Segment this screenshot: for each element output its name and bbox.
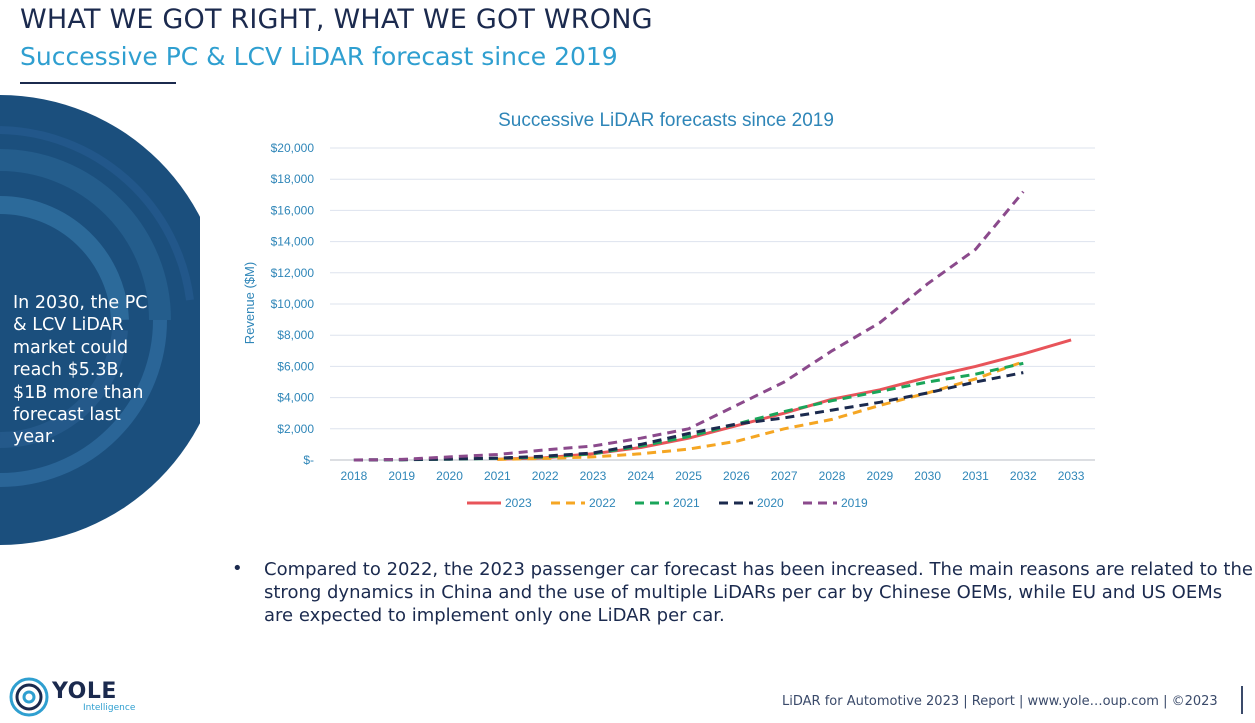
x-tick-label: 2018 xyxy=(341,469,368,483)
page-subtitle: Successive PC & LCV LiDAR forecast since… xyxy=(20,42,618,71)
x-tick-label: 2029 xyxy=(866,469,893,483)
x-tick-label: 2020 xyxy=(436,469,463,483)
x-tick-label: 2023 xyxy=(580,469,607,483)
x-tick-label: 2033 xyxy=(1058,469,1085,483)
x-tick-label: 2031 xyxy=(962,469,989,483)
legend-label-2021: 2021 xyxy=(673,496,700,510)
y-tick-label: $20,000 xyxy=(271,141,315,155)
side-panel-text: In 2030, the PC & LCV LiDAR market could… xyxy=(13,293,148,448)
legend-label-2019: 2019 xyxy=(841,496,868,510)
y-tick-label: $18,000 xyxy=(271,172,315,186)
bullet-marker: • xyxy=(232,558,243,579)
x-tick-label: 2032 xyxy=(1010,469,1037,483)
chart-y-axis-label: Revenue ($M) xyxy=(242,262,257,344)
yole-logo-icon xyxy=(9,677,49,717)
y-tick-label: $- xyxy=(303,453,314,467)
legend-label-2020: 2020 xyxy=(757,496,784,510)
side-decoration xyxy=(0,95,200,545)
chart-legend: 2023 2022 2021 2020 2019 xyxy=(467,496,868,510)
y-tick-label: $4,000 xyxy=(277,391,314,405)
x-tick-label: 2024 xyxy=(627,469,654,483)
x-tick-label: 2019 xyxy=(388,469,415,483)
y-tick-label: $6,000 xyxy=(277,359,314,373)
x-tick-label: 2027 xyxy=(771,469,798,483)
series-line-2020 xyxy=(353,371,1024,462)
y-tick-label: $10,000 xyxy=(271,297,315,311)
series-line-2022 xyxy=(497,360,1024,461)
x-tick-label: 2025 xyxy=(675,469,702,483)
page-title: WHAT WE GOT RIGHT, WHAT WE GOT WRONG xyxy=(20,4,653,35)
x-tick-label: 2028 xyxy=(819,469,846,483)
chart-title: Successive LiDAR forecasts since 2019 xyxy=(498,110,834,131)
x-tick-label: 2026 xyxy=(723,469,750,483)
y-tick-label: $2,000 xyxy=(277,422,314,436)
series-line-2019 xyxy=(353,190,1025,462)
legend-label-2022: 2022 xyxy=(589,496,616,510)
chart-y-ticks: $- $2,000 $4,000 $6,000 $8,000 $10,000 $12,000… xyxy=(271,141,315,467)
legend-label-2023: 2023 xyxy=(505,496,532,510)
y-tick-label: $8,000 xyxy=(277,328,314,342)
y-tick-label: $14,000 xyxy=(271,235,315,249)
x-tick-label: 2030 xyxy=(914,469,941,483)
chart-gridlines xyxy=(330,147,1095,461)
chart-series xyxy=(353,190,1072,462)
footer-divider xyxy=(1241,686,1243,714)
x-tick-label: 2021 xyxy=(484,469,511,483)
y-tick-label: $16,000 xyxy=(271,203,315,217)
body-paragraph: Compared to 2022, the 2023 passenger car… xyxy=(264,559,1253,626)
footer-text: LiDAR for Automotive 2023 | Report | www… xyxy=(782,694,1218,709)
logo-subtitle: Intelligence xyxy=(83,703,136,713)
x-tick-label: 2022 xyxy=(532,469,559,483)
chart-x-ticks: 2018 2019 2020 2021 2022 2023 2024 2025 2026 2027… xyxy=(341,469,1085,483)
series-line-2023 xyxy=(497,338,1072,461)
title-underline xyxy=(20,82,176,84)
line-chart: Successive LiDAR forecasts since 2019 Re… xyxy=(242,110,1095,510)
y-tick-label: $12,000 xyxy=(271,266,315,280)
logo-wordmark: YOLE xyxy=(52,679,117,704)
